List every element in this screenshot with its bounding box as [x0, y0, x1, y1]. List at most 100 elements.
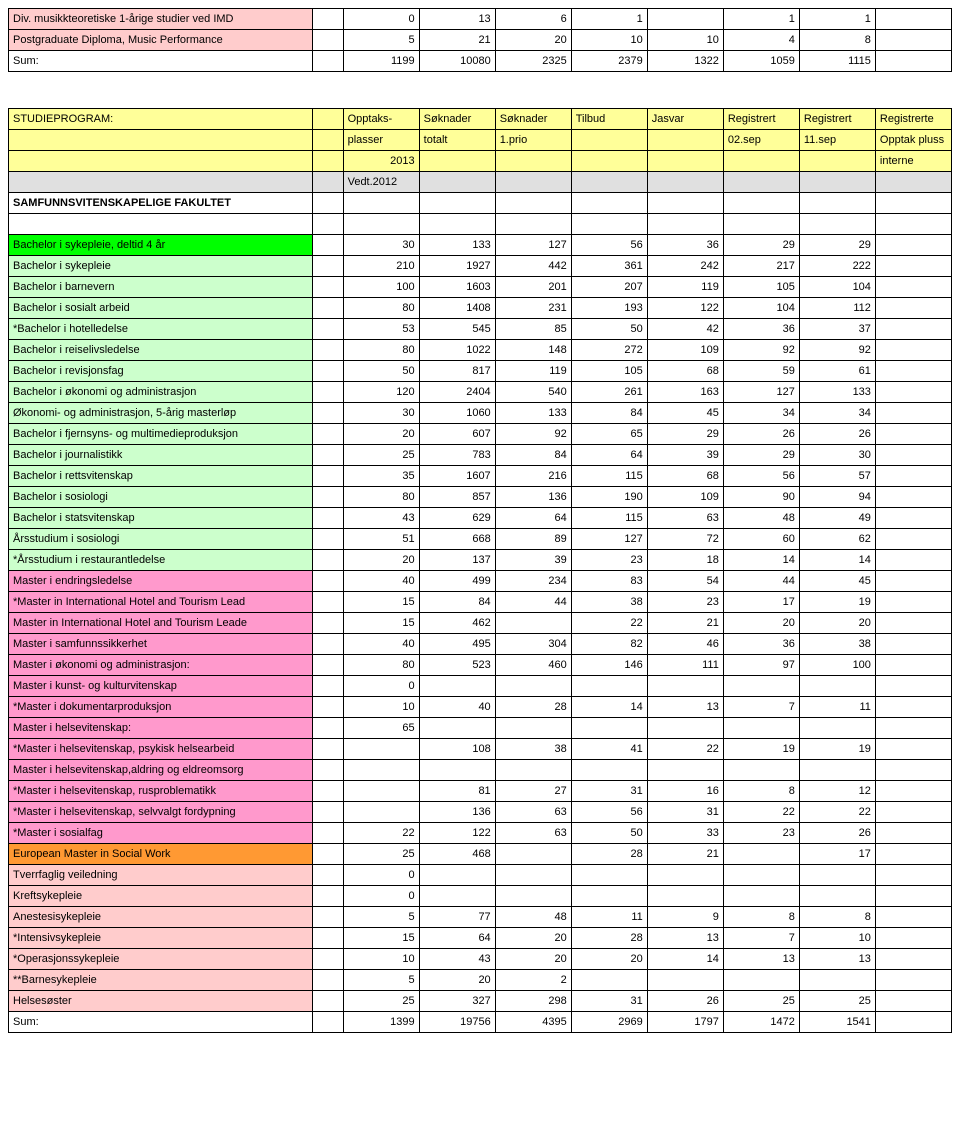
table-cell — [875, 739, 951, 760]
table-cell: 12 — [799, 781, 875, 802]
table-row — [9, 214, 952, 235]
table-cell: 120 — [343, 382, 419, 403]
table-cell: 42 — [647, 319, 723, 340]
table-cell: **Barnesykepleie — [9, 970, 313, 991]
table-cell: 122 — [419, 823, 495, 844]
table-cell: STUDIEPROGRAM: — [9, 109, 313, 130]
table-cell: 38 — [495, 739, 571, 760]
table-cell — [313, 718, 343, 739]
table-row: Bachelor i sosialt arbeid801408231193122… — [9, 298, 952, 319]
table-row: Bachelor i rettsvitenskap351607216115685… — [9, 466, 952, 487]
table-cell: 10080 — [419, 51, 495, 72]
table-cell — [799, 214, 875, 235]
table-cell: 222 — [799, 256, 875, 277]
table-row: Master in International Hotel and Touris… — [9, 613, 952, 634]
table-cell — [723, 718, 799, 739]
table-cell — [571, 718, 647, 739]
table-cell: 84 — [419, 592, 495, 613]
table-row: Master i økonomi og administrasjon:80523… — [9, 655, 952, 676]
table-cell — [495, 865, 571, 886]
table-cell: 148 — [495, 340, 571, 361]
table-cell — [343, 214, 419, 235]
table-cell — [875, 1012, 951, 1033]
table-cell: *Master i dokumentarproduksjon — [9, 697, 313, 718]
table-cell — [571, 214, 647, 235]
table-cell: 34 — [799, 403, 875, 424]
table-cell — [313, 1012, 343, 1033]
table-cell — [875, 802, 951, 823]
table-cell: 21 — [647, 844, 723, 865]
table-cell: 20 — [799, 613, 875, 634]
table-cell: 22 — [647, 739, 723, 760]
table-cell — [799, 676, 875, 697]
table-row: *Master in International Hotel and Touri… — [9, 592, 952, 613]
table-cell — [875, 823, 951, 844]
table-cell: 857 — [419, 487, 495, 508]
table-cell: 14 — [723, 550, 799, 571]
table-cell: 16 — [647, 781, 723, 802]
table-cell — [799, 151, 875, 172]
table-cell: *Master in International Hotel and Touri… — [9, 592, 313, 613]
table-cell: 84 — [571, 403, 647, 424]
table-cell — [9, 214, 313, 235]
table-cell — [495, 214, 571, 235]
table-row: Master i helsevitenskap:65 — [9, 718, 952, 739]
table-cell: 115 — [571, 508, 647, 529]
table-row: Sum:11991008023252379132210591115 — [9, 51, 952, 72]
table-cell: 21 — [419, 30, 495, 51]
table-cell — [343, 760, 419, 781]
table-cell — [419, 865, 495, 886]
table-cell: 10 — [343, 697, 419, 718]
table-cell: 327 — [419, 991, 495, 1012]
table-cell: 5 — [343, 30, 419, 51]
table-cell — [313, 823, 343, 844]
table-cell: 127 — [723, 382, 799, 403]
table-cell — [495, 676, 571, 697]
table-row: Master i kunst- og kulturvitenskap0 — [9, 676, 952, 697]
table-cell: 234 — [495, 571, 571, 592]
table-cell: 190 — [571, 487, 647, 508]
table-cell: 1541 — [799, 1012, 875, 1033]
table-cell: Bachelor i revisjonsfag — [9, 361, 313, 382]
table-cell: 8 — [799, 907, 875, 928]
table-row: *Master i sosialfag221226350332326 — [9, 823, 952, 844]
table-cell: 2379 — [571, 51, 647, 72]
table-cell: 7 — [723, 928, 799, 949]
table-cell: 133 — [419, 235, 495, 256]
table-cell: 28 — [571, 928, 647, 949]
table-cell — [313, 256, 343, 277]
table-cell — [875, 214, 951, 235]
table-cell: *Master i helsevitenskap, psykisk helsea… — [9, 739, 313, 760]
table-row: Kreftsykepleie0 — [9, 886, 952, 907]
table-cell — [495, 151, 571, 172]
table-cell — [313, 382, 343, 403]
table-cell — [313, 487, 343, 508]
table-cell — [343, 739, 419, 760]
table-cell: 111 — [647, 655, 723, 676]
table-cell — [419, 760, 495, 781]
table-cell — [313, 781, 343, 802]
table-cell — [313, 949, 343, 970]
table-cell: 41 — [571, 739, 647, 760]
table-cell: 14 — [799, 550, 875, 571]
table-cell: 1607 — [419, 466, 495, 487]
table-row: *Intensivsykepleie1564202813710 — [9, 928, 952, 949]
table-cell: 92 — [723, 340, 799, 361]
table-cell: 11.sep — [799, 130, 875, 151]
table-cell — [571, 865, 647, 886]
table-cell — [875, 403, 951, 424]
table-cell — [875, 886, 951, 907]
table-cell — [495, 760, 571, 781]
table-row: plassertotalt1.prio02.sep11.sepOpptak pl… — [9, 130, 952, 151]
table-cell: Master i samfunnssikkerhet — [9, 634, 313, 655]
table-row: *Master i dokumentarproduksjon1040281413… — [9, 697, 952, 718]
table-row: 2013interne — [9, 151, 952, 172]
table-cell: 29 — [723, 445, 799, 466]
table-cell: 94 — [799, 487, 875, 508]
table-cell: 46 — [647, 634, 723, 655]
table-cell: 44 — [723, 571, 799, 592]
table-cell: 1797 — [647, 1012, 723, 1033]
table-cell: 77 — [419, 907, 495, 928]
table-cell — [875, 30, 951, 51]
table-cell — [571, 193, 647, 214]
